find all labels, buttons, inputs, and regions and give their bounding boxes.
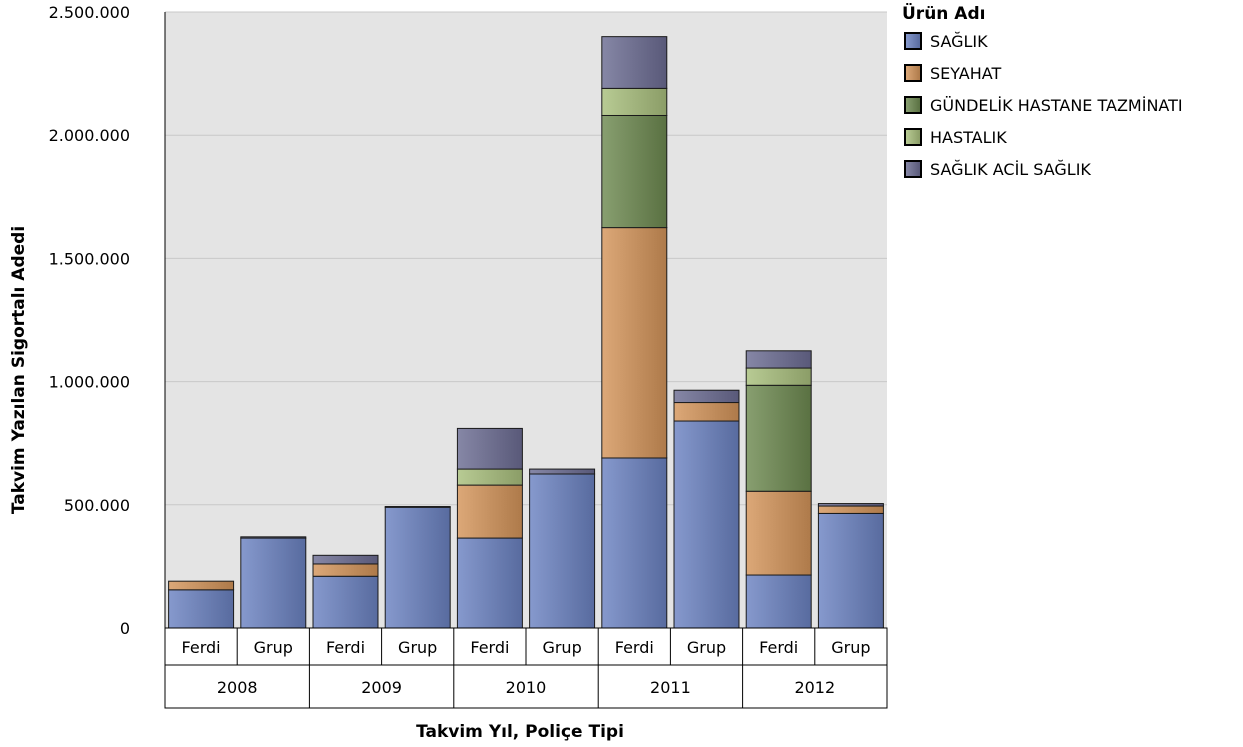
bar-segment: [312, 563, 379, 577]
x-tick-label: Ferdi: [326, 638, 365, 657]
x-tick-label: Ferdi: [470, 638, 509, 657]
bar-segment: [745, 490, 812, 576]
x-group-label: 2011: [650, 678, 691, 697]
legend-item: SAĞLIK: [902, 25, 1183, 57]
y-tick-labels: 0 500.000 1.000.000 1.500.000 2.000.000 2.500…: [49, 3, 130, 638]
legend-swatch: [904, 32, 922, 50]
x-tick-label: Ferdi: [759, 638, 798, 657]
bar-segment: [745, 367, 812, 386]
y-tick-label: 0: [120, 619, 130, 638]
x-group-label: 2012: [794, 678, 835, 697]
bar-segment: [168, 580, 235, 591]
gridlines: [164, 11, 887, 628]
legend-title: Ürün Adı: [902, 4, 986, 24]
y-tick-label: 1.000.000: [49, 373, 130, 392]
x-group-label: 2008: [217, 678, 258, 697]
bar-segment: [456, 537, 523, 629]
legend-item: HASTALIK: [902, 121, 1183, 153]
legend-item: SAĞLIK ACİL SAĞLIK: [902, 153, 1183, 185]
y-tick-label: 500.000: [64, 496, 130, 515]
x-axis-table: Ferdi Grup Ferdi Grup Ferdi Grup Ferdi Grup Ferd…: [164, 627, 888, 709]
y-tick-label: 2.000.000: [49, 126, 130, 145]
bar-segment: [817, 505, 884, 514]
x-axis-title: Takvim Yıl, Poliçe Tipi: [416, 722, 624, 742]
bar-segment: [601, 87, 668, 116]
bar-segment: [745, 350, 812, 369]
bar-segment: [384, 506, 451, 508]
y-tick-label: 2.500.000: [49, 3, 130, 22]
legend-swatch: [904, 160, 922, 178]
bar-segment: [312, 554, 379, 565]
x-tick-label: Grup: [398, 638, 437, 657]
bar-segment: [601, 227, 668, 459]
bar-segment: [240, 536, 307, 539]
bar-segment: [529, 468, 596, 475]
legend-label: HASTALIK: [930, 127, 1007, 147]
x-tick-label: Grup: [831, 638, 870, 657]
x-tick-label: Ferdi: [615, 638, 654, 657]
bar-segment: [168, 589, 235, 629]
bar-segment: [456, 484, 523, 539]
y-tick-label: 1.500.000: [49, 249, 130, 268]
x-tick-label: Grup: [254, 638, 293, 657]
bar-segment: [529, 473, 596, 629]
legend-item: SEYAHAT: [902, 57, 1183, 89]
bar-segment: [601, 457, 668, 629]
bar-segment: [601, 36, 668, 89]
legend-label: SEYAHAT: [930, 63, 1002, 83]
bar-segment: [673, 402, 740, 422]
legend-swatch: [904, 64, 922, 82]
legend: Ürün Adı SAĞLIK SEYAHAT GÜNDELİK HASTANE T…: [902, 3, 1183, 185]
legend-swatch: [904, 128, 922, 146]
bars: [168, 36, 884, 629]
legend-label: SAĞLIK: [930, 31, 988, 51]
bar-segment: [817, 512, 884, 629]
bar-segment: [456, 468, 523, 486]
bar-segment: [745, 574, 812, 629]
bar-segment: [745, 384, 812, 492]
y-axis-title: Takvim Yazılan Sigortalı Adedi: [9, 225, 29, 515]
legend-swatch: [904, 96, 922, 114]
bar-segment: [456, 427, 523, 470]
x-group-label: 2009: [361, 678, 402, 697]
bar-segment: [673, 420, 740, 629]
bar-segment: [312, 575, 379, 629]
bar-segment: [240, 537, 307, 629]
bar-segment: [601, 114, 668, 229]
legend-label: GÜNDELİK HASTANE TAZMİNATI: [930, 95, 1183, 115]
legend-label: SAĞLIK ACİL SAĞLIK: [930, 159, 1091, 179]
x-group-label: 2010: [506, 678, 547, 697]
bar-segment: [673, 389, 740, 404]
x-tick-label: Ferdi: [182, 638, 221, 657]
x-tick-label: Grup: [687, 638, 726, 657]
legend-item: GÜNDELİK HASTANE TAZMİNATI: [902, 89, 1183, 121]
bar-segment: [817, 503, 884, 507]
x-tick-label: Grup: [542, 638, 581, 657]
bar-segment: [384, 506, 451, 629]
